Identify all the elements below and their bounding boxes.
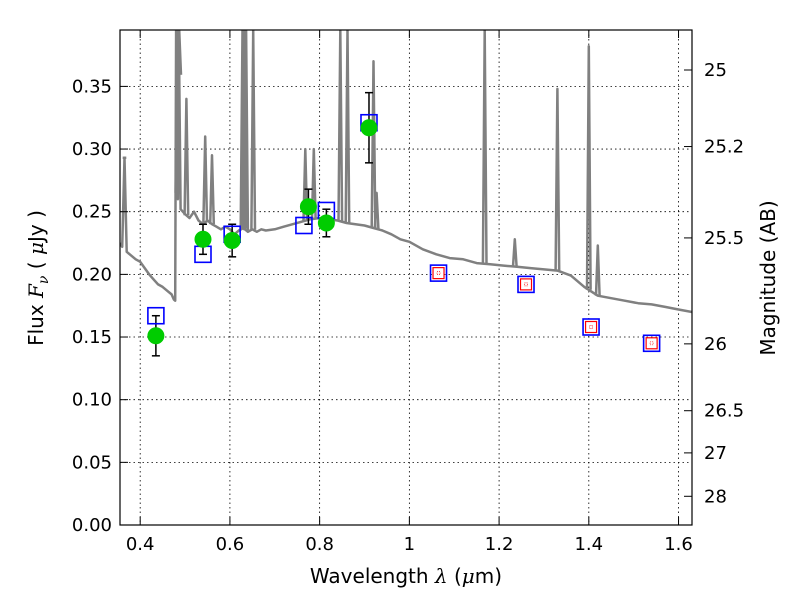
y2-tick-label: 28 xyxy=(704,486,727,507)
emission-line xyxy=(250,30,257,230)
observed-point xyxy=(194,230,212,248)
y-tick-label: 0.25 xyxy=(72,202,112,223)
emission-line xyxy=(202,135,209,223)
emission-line xyxy=(370,60,377,229)
plot-background xyxy=(120,30,692,525)
plot-frame xyxy=(119,29,693,526)
emission-line xyxy=(183,97,190,216)
emission-line xyxy=(310,147,317,219)
emission-line xyxy=(337,30,344,222)
nir-inner-box xyxy=(645,337,658,350)
model-photometry-box xyxy=(582,318,600,336)
x-tick-label: 0.4 xyxy=(126,534,155,555)
y-axis: 0.00 0.05 0.10 0.15 0.20 0.25 0.30 0.35 xyxy=(72,76,128,536)
y-tick-label: 0.10 xyxy=(72,390,112,411)
model-photometry-box xyxy=(642,334,661,353)
nir-inner-box xyxy=(432,267,445,280)
emission-line xyxy=(302,147,309,221)
y2-tick-label: 26 xyxy=(704,334,727,355)
y-tick-label: 0.20 xyxy=(72,264,112,285)
x-tick-label: 1.2 xyxy=(485,534,514,555)
x-tick-label: 0.6 xyxy=(216,534,245,555)
nir-inner-mark xyxy=(436,271,441,275)
model-photometry-box xyxy=(429,264,448,282)
emission-line xyxy=(208,154,216,225)
emission-line xyxy=(176,30,183,75)
model-spectrum xyxy=(120,30,692,314)
y-axis-label: Flux Fν ( μJy ) xyxy=(24,210,52,346)
model-photometry-box xyxy=(517,275,535,294)
observed-point xyxy=(147,327,165,345)
emission-line xyxy=(585,45,592,290)
y2-tick-label: 26.5 xyxy=(704,401,744,422)
nir-inner-mark xyxy=(649,341,654,346)
observed-point xyxy=(317,214,335,232)
y-tick-label: 0.05 xyxy=(72,452,112,473)
y-tick-label: 0.35 xyxy=(72,76,112,97)
model-spectrum-line xyxy=(120,30,692,314)
model-photometry-box xyxy=(295,216,313,235)
y2-tick-label: 25.5 xyxy=(704,228,744,249)
nir-inner-mark xyxy=(589,325,593,329)
nir-inner-box xyxy=(519,278,533,291)
x-tick-label: 0.8 xyxy=(305,534,334,555)
grid-lines xyxy=(120,30,692,526)
x-tick-label: 1.4 xyxy=(574,534,603,555)
model-photometry-box xyxy=(147,306,165,325)
x-axis: 0.4 0.6 0.8 1 1.2 1.4 1.6 xyxy=(126,30,693,555)
x-tick-label: 1.6 xyxy=(664,534,693,555)
emission-line xyxy=(594,244,601,296)
y-tick-label: 0.30 xyxy=(72,139,112,160)
emission-line xyxy=(344,30,351,224)
emission-line xyxy=(174,30,181,193)
emission-line xyxy=(554,87,561,271)
emission-line xyxy=(373,191,380,229)
y2-axis: 25 25.2 25.5 26 26.5 27 28 xyxy=(684,60,744,507)
y2-axis-label: Magnitude (AB) xyxy=(756,200,780,355)
y2-tick-label: 25.2 xyxy=(704,137,744,158)
emission-line xyxy=(481,30,488,264)
emission-line xyxy=(511,238,518,267)
photometry-points xyxy=(147,91,661,357)
x-axis-label: Wavelength λ (μm) xyxy=(310,564,502,588)
y-tick-label: 0.00 xyxy=(72,515,112,536)
observed-point xyxy=(360,119,378,137)
x-tick-label: 1 xyxy=(404,534,415,555)
emission-line xyxy=(243,30,250,231)
observed-point xyxy=(223,232,241,250)
y2-tick-label: 25 xyxy=(704,60,727,81)
y-tick-label: 0.15 xyxy=(72,327,112,348)
observed-point xyxy=(299,198,317,216)
y2-tick-label: 27 xyxy=(704,443,727,464)
nir-inner-mark xyxy=(524,282,528,287)
nir-inner-box xyxy=(584,320,598,334)
